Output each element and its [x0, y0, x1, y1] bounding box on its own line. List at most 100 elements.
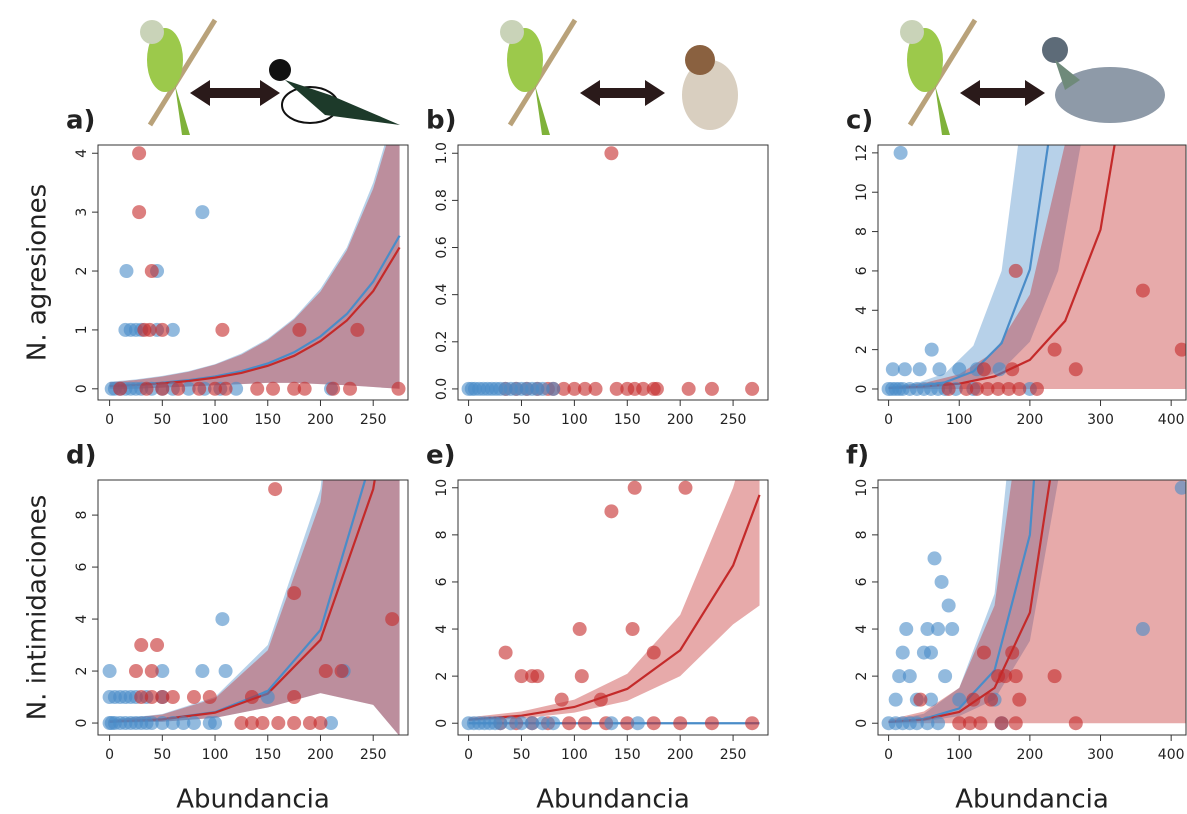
y-tick-label: 1.0 — [434, 142, 450, 164]
y-tick-label: 0 — [74, 384, 90, 393]
point — [934, 574, 949, 589]
point — [195, 664, 210, 679]
point — [535, 381, 550, 396]
parrot-vs-magpie — [140, 18, 400, 135]
point — [119, 264, 134, 279]
confidence-band — [888, 480, 1186, 724]
x-tick-label: 150 — [614, 412, 641, 428]
point — [895, 645, 910, 660]
point — [326, 381, 341, 396]
point — [266, 381, 281, 396]
point — [142, 322, 157, 337]
x-tick-label: 100 — [561, 412, 588, 428]
point — [385, 612, 400, 627]
panel-label: a) — [66, 106, 95, 136]
point — [134, 690, 149, 705]
point — [577, 716, 592, 731]
point — [604, 716, 619, 731]
point — [1008, 263, 1023, 278]
point — [952, 362, 967, 377]
point — [885, 362, 900, 377]
x-tick-label: 200 — [667, 412, 694, 428]
point — [1001, 381, 1016, 396]
point — [636, 381, 651, 396]
point — [991, 381, 1006, 396]
confidence-band — [109, 145, 400, 389]
plot-frame — [877, 144, 1187, 401]
x-tick-label: 100 — [946, 747, 973, 763]
point — [215, 322, 230, 337]
point — [966, 692, 981, 707]
point — [609, 381, 624, 396]
y-tick-label: 0.0 — [434, 378, 450, 400]
y-tick-label: 3 — [74, 208, 90, 217]
point — [745, 381, 760, 396]
x-tick-label: 0 — [105, 412, 114, 428]
point — [165, 716, 180, 731]
point — [604, 504, 619, 519]
plot-frame — [877, 479, 1187, 736]
x-tick-label: 0 — [884, 747, 893, 763]
point — [1008, 716, 1023, 731]
point — [938, 669, 953, 684]
point — [980, 381, 995, 396]
y-tick-label: 0 — [854, 385, 870, 394]
point — [625, 622, 640, 637]
point — [334, 664, 349, 679]
point — [244, 690, 259, 705]
y-tick-label: 8 — [854, 227, 870, 236]
point — [899, 622, 914, 637]
y-tick-label: 6 — [74, 563, 90, 572]
point — [208, 381, 223, 396]
confidence-band — [888, 145, 1081, 389]
point — [932, 362, 947, 377]
point — [1174, 342, 1186, 357]
point — [155, 716, 170, 731]
point — [1005, 362, 1020, 377]
point — [681, 381, 696, 396]
point — [215, 612, 230, 627]
point — [646, 645, 661, 660]
confidence-band — [468, 480, 760, 722]
point — [255, 716, 270, 731]
plot-area — [461, 146, 760, 396]
point — [976, 362, 991, 377]
x-tick-label: 400 — [1158, 412, 1185, 428]
point — [945, 622, 960, 637]
point — [144, 690, 159, 705]
x-tick-label: 0 — [464, 747, 473, 763]
point — [144, 716, 159, 731]
y-tick-label: 10 — [854, 479, 870, 497]
point — [287, 716, 302, 731]
point — [155, 381, 170, 396]
y-axis-label: N. intimidaciones — [23, 495, 53, 721]
y-tick-label: 0 — [74, 719, 90, 728]
y-axis-label: N. agresiones — [23, 184, 53, 361]
x-axis-label: Abundancia — [955, 785, 1109, 814]
y-tick-label: 6 — [854, 266, 870, 275]
y-tick-label: 4 — [74, 149, 90, 158]
point — [155, 664, 170, 679]
point — [498, 645, 513, 660]
y-tick-label: 0 — [434, 719, 450, 728]
point — [1005, 645, 1020, 660]
point — [525, 716, 540, 731]
point — [604, 146, 619, 161]
point — [630, 716, 645, 731]
y-tick-label: 2 — [74, 667, 90, 676]
point — [941, 381, 956, 396]
x-tick-label: 200 — [307, 412, 334, 428]
point — [350, 322, 365, 337]
point — [165, 322, 180, 337]
point — [155, 690, 170, 705]
y-tick-label: 4 — [74, 615, 90, 624]
point — [577, 381, 592, 396]
point — [959, 381, 974, 396]
x-tick-label: 50 — [513, 747, 531, 763]
point — [572, 622, 587, 637]
point — [324, 716, 339, 731]
point — [897, 362, 912, 377]
x-tick-label: 200 — [1017, 747, 1044, 763]
point — [1047, 342, 1062, 357]
confidence-band — [109, 145, 400, 389]
